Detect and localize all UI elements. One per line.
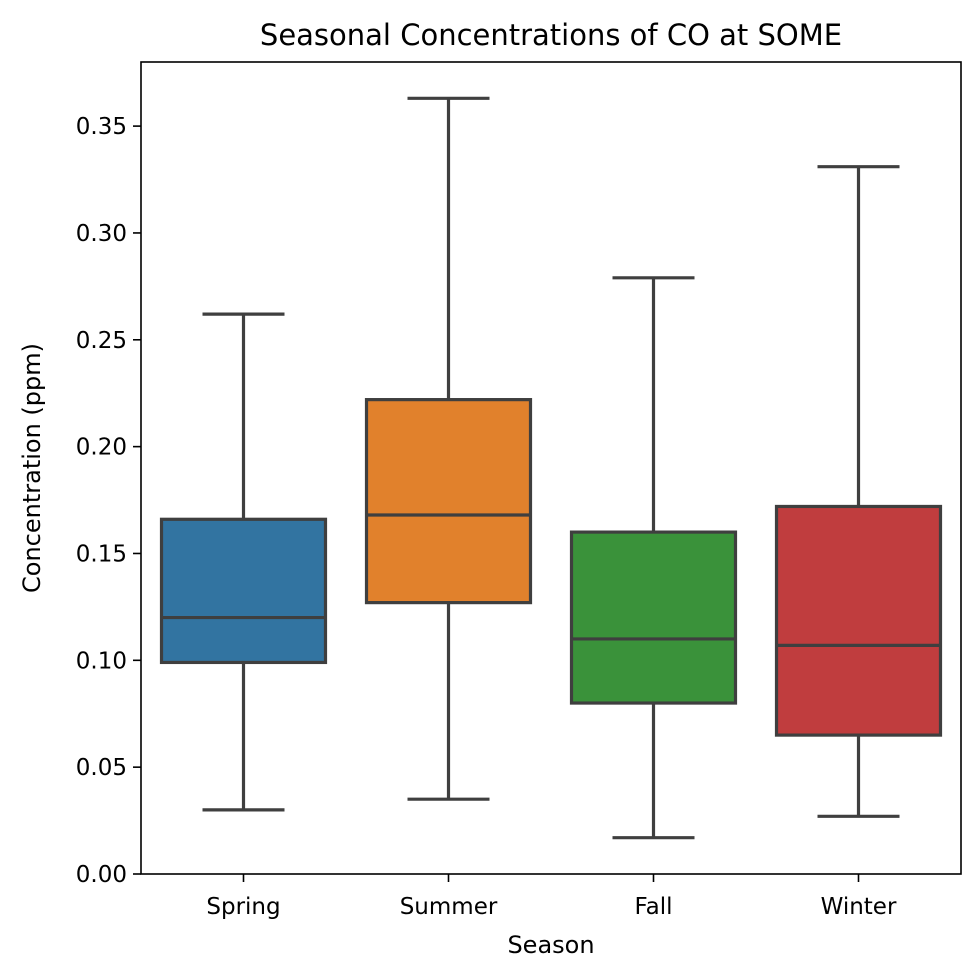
y-tick-label: 0.00 [76, 862, 127, 888]
x-tick-label: Fall [635, 894, 673, 920]
box-fall [569, 276, 738, 840]
x-tick-label: Summer [400, 894, 498, 920]
box-body-fall [569, 530, 738, 705]
y-tick-label: 0.35 [76, 114, 127, 140]
x-tick-label: Winter [821, 894, 897, 920]
axes: 0.00 0.05 0.10 0.15 0.20 0.25 0.30 0.35 Spring Su… [76, 114, 897, 920]
chart-title: Seasonal Concentrations of CO at SOME [260, 18, 842, 52]
x-axis-label: Season [507, 931, 594, 959]
y-tick-label: 0.25 [76, 328, 127, 354]
y-axis-label: Concentration (ppm) [18, 343, 46, 593]
plot-area [159, 96, 943, 840]
box-body-winter [774, 504, 943, 737]
y-tick-label: 0.15 [76, 541, 127, 567]
box-summer [364, 96, 533, 801]
y-tick-label: 0.30 [76, 221, 127, 247]
box-body-spring [159, 517, 328, 665]
box-body-summer [364, 398, 533, 605]
plot-frame [140, 61, 962, 875]
box-spring [159, 312, 328, 812]
x-tick-label: Spring [206, 894, 280, 920]
y-tick-label: 0.10 [76, 648, 127, 674]
y-tick-label: 0.20 [76, 435, 127, 461]
y-tick-label: 0.05 [76, 755, 127, 781]
box-winter [774, 165, 943, 818]
